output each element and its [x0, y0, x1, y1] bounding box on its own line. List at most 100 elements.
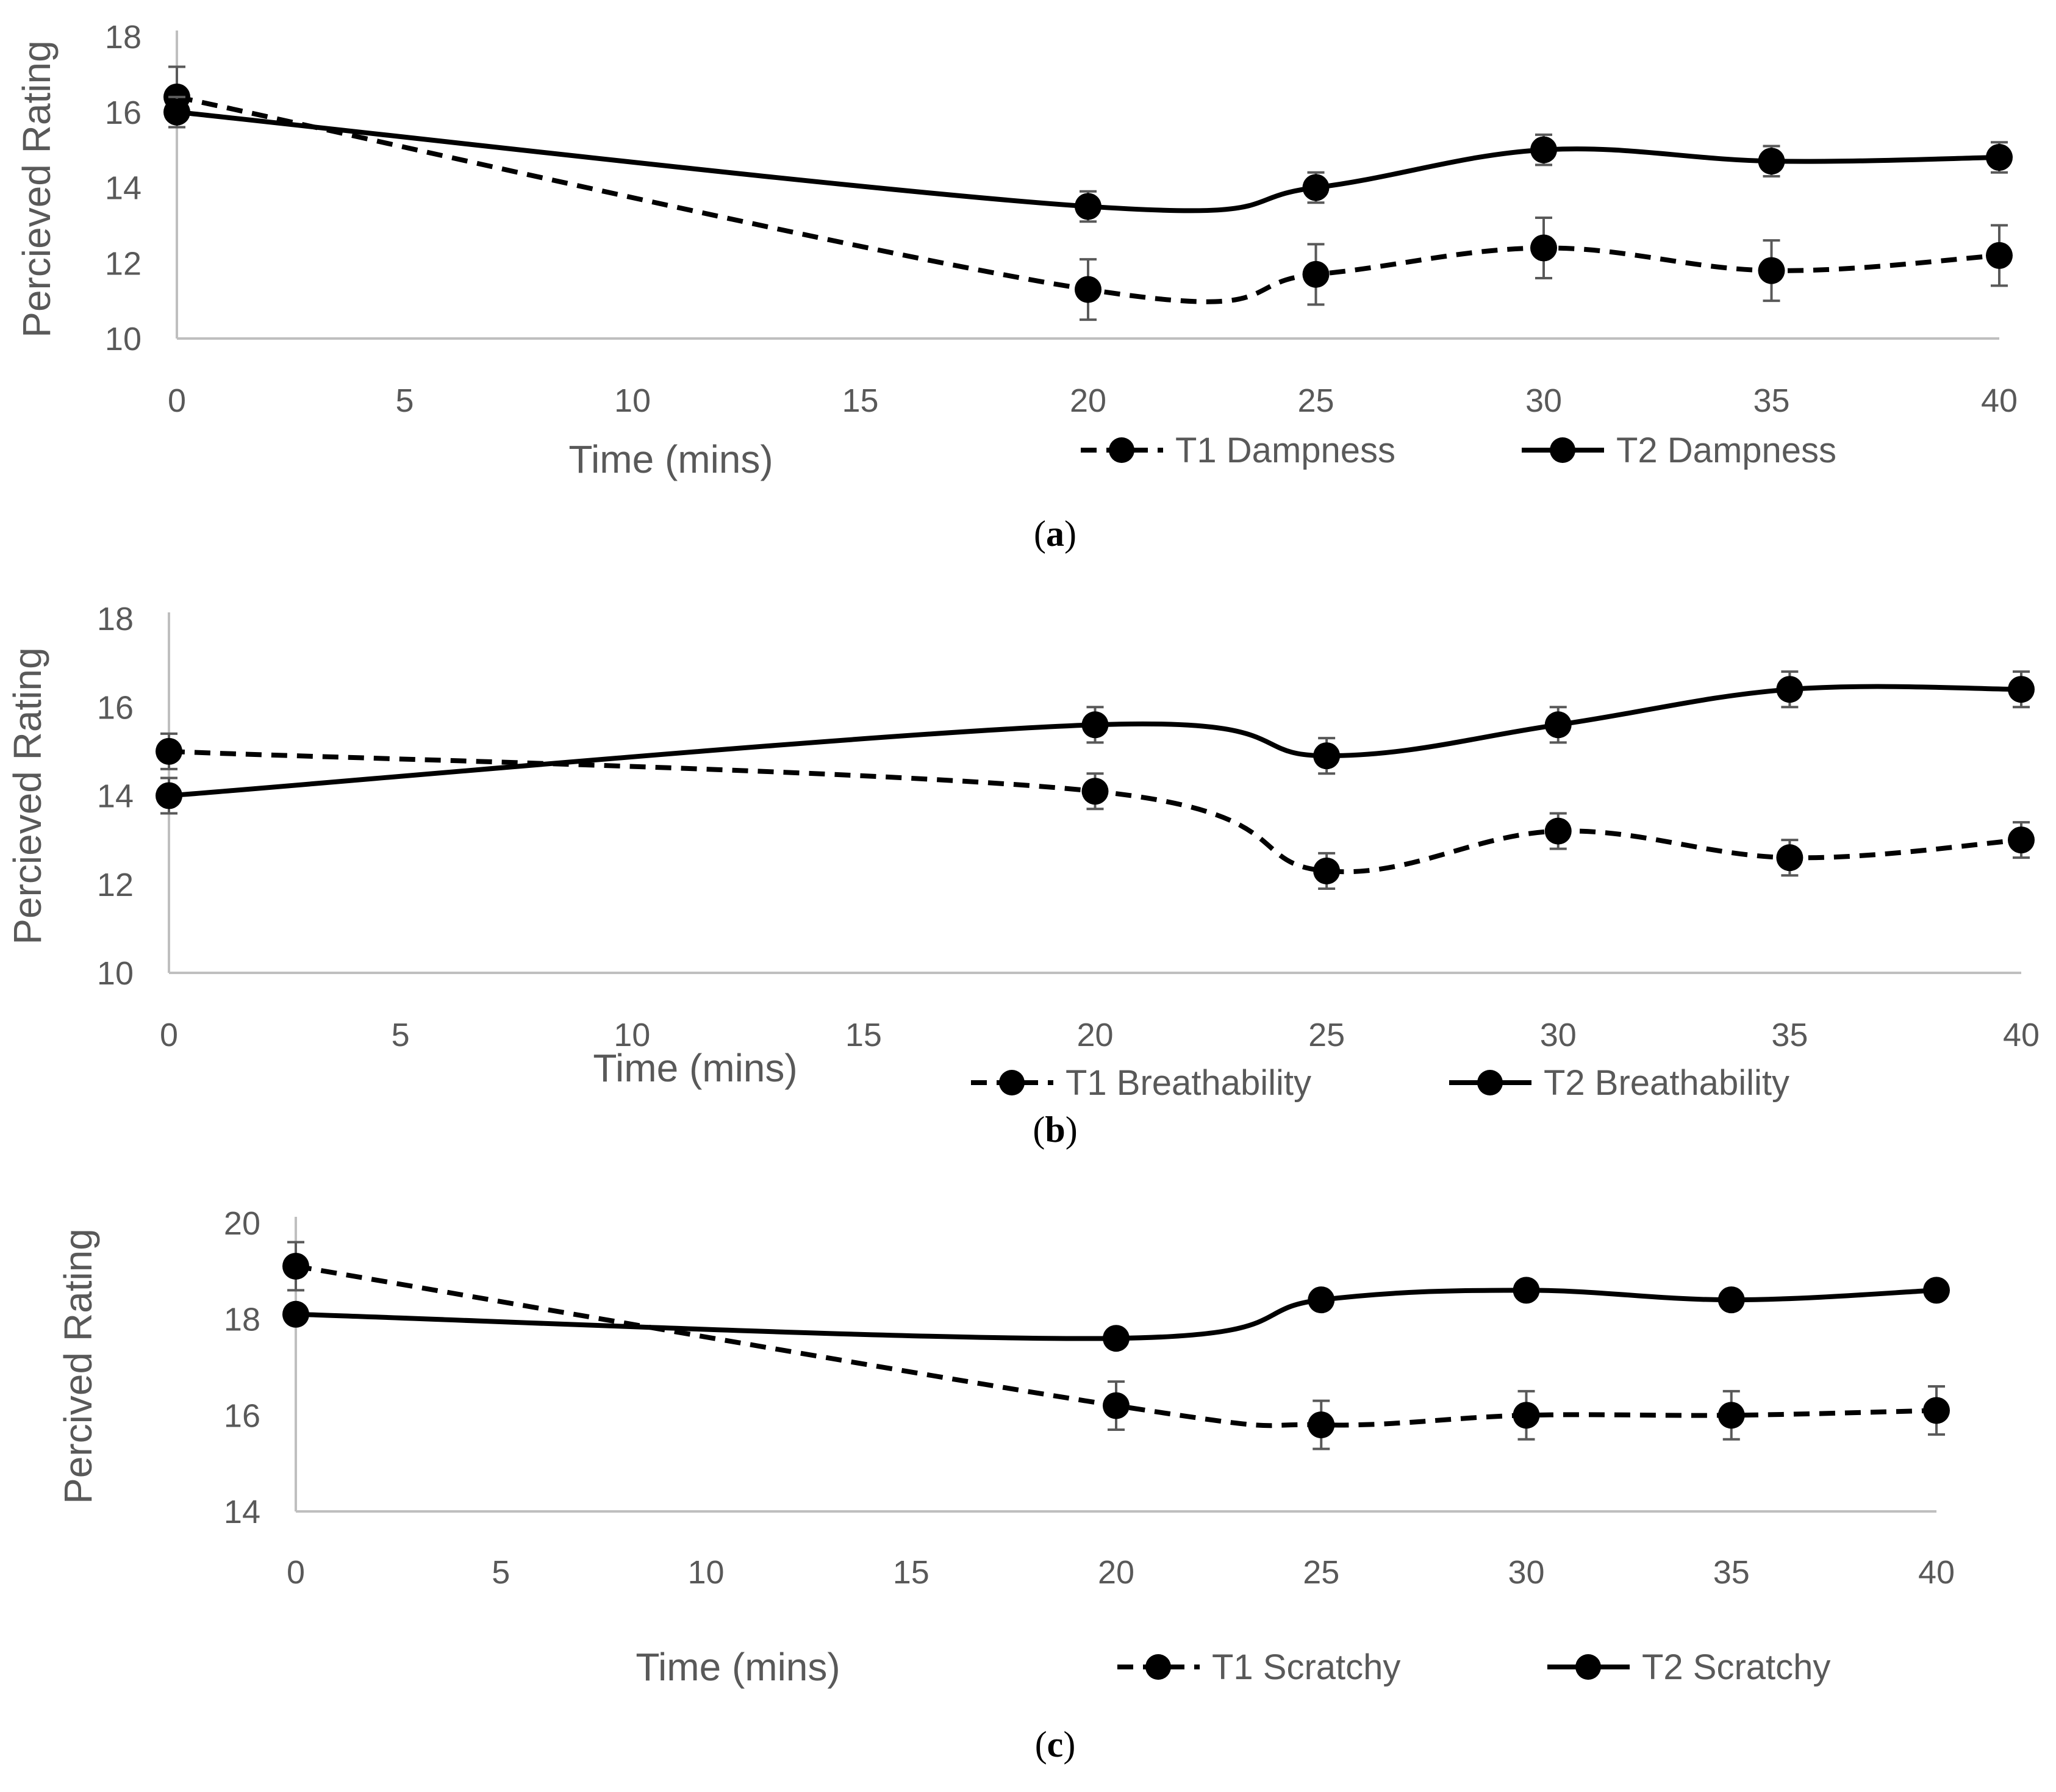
- y-tick-label: 16: [224, 1397, 260, 1434]
- y-tick-label: 14: [224, 1494, 260, 1530]
- legend-marker: [1145, 1654, 1171, 1680]
- y-tick-label: 16: [105, 95, 141, 131]
- chart-panel-c: 14 16 18 20 0 5 10 15 20 25 30 35 40 Percived Rating T…: [56, 1205, 1955, 1765]
- legend-marker: [1575, 1654, 1601, 1680]
- data-point: [1308, 1411, 1335, 1439]
- chart-panel-b: 10 12 14 16 18 0 5 10 15 20 25 30 35 40 Percieved Rati…: [5, 601, 2040, 1150]
- x-tick-label: 10: [614, 1017, 650, 1053]
- x-tick-label: 25: [1303, 1554, 1339, 1591]
- x-tick-label: 20: [1070, 382, 1106, 419]
- series-t2-scratchy: [282, 1277, 1950, 1352]
- y-tick-label: 12: [105, 245, 141, 282]
- x-tick-label: 0: [287, 1554, 305, 1591]
- panel-caption-letter: b: [1045, 1109, 1065, 1150]
- y-tick-label: 20: [224, 1205, 260, 1242]
- series-line: [168, 748, 2022, 875]
- legend-marker: [999, 1070, 1025, 1095]
- legend-label: T1 Breathability: [1066, 1063, 1311, 1103]
- x-tick-label: 40: [1918, 1554, 1955, 1591]
- data-point: [1103, 1392, 1130, 1419]
- legend-label: T1 Scratchy: [1212, 1647, 1400, 1687]
- legend-entry: T1 Breathability: [971, 1063, 1311, 1103]
- data-point: [1544, 817, 1572, 845]
- x-tick-label: 5: [392, 1017, 410, 1053]
- y-axis-title: Percieved Rating: [5, 647, 49, 944]
- legend-entry: T2 Breathability: [1449, 1063, 1789, 1103]
- x-tick-label: 35: [1753, 382, 1789, 419]
- x-tick-label: 15: [845, 1017, 882, 1053]
- x-tick-label: 20: [1076, 1017, 1113, 1053]
- data-point: [1776, 844, 1803, 872]
- y-tick-label: 16: [97, 689, 134, 726]
- data-point: [1308, 1286, 1335, 1314]
- data-point: [1313, 857, 1341, 884]
- series-t1-scratchy: [282, 1241, 1950, 1450]
- x-tick-label: 35: [1771, 1017, 1808, 1053]
- data-point: [1758, 148, 1785, 175]
- data-point: [1758, 257, 1785, 284]
- data-point: [282, 1252, 309, 1280]
- y-tick-label: 12: [97, 867, 134, 903]
- y-tick-label: 18: [224, 1302, 260, 1338]
- legend-marker: [1109, 437, 1134, 463]
- data-point: [1544, 711, 1572, 739]
- legend-entry: T2 Dampness: [1522, 431, 1836, 470]
- data-point: [1302, 260, 1330, 288]
- data-point: [2008, 826, 2035, 854]
- series-t1-dampness: [163, 65, 2013, 321]
- data-point: [1103, 1325, 1130, 1352]
- x-tick-label: 40: [1981, 382, 2018, 419]
- data-point: [1302, 174, 1330, 201]
- legend-label: T1 Dampness: [1175, 431, 1395, 470]
- data-point: [156, 737, 182, 765]
- panel-caption: (b): [1033, 1109, 1077, 1150]
- x-tick-label: 5: [492, 1554, 510, 1591]
- data-point: [282, 1300, 309, 1328]
- legend-entry: T1 Scratchy: [1117, 1647, 1400, 1687]
- data-point: [1923, 1397, 1950, 1424]
- x-axis-title: Time (mins): [593, 1046, 797, 1090]
- data-point: [1986, 242, 2013, 269]
- data-point: [1986, 144, 2013, 171]
- data-point: [1075, 276, 1101, 303]
- y-tick-label: 18: [97, 601, 134, 637]
- x-tick-label: 30: [1508, 1554, 1544, 1591]
- y-tick-label: 18: [105, 19, 141, 56]
- legend-marker: [1477, 1070, 1503, 1095]
- x-tick-label: 10: [687, 1554, 724, 1591]
- data-point: [1718, 1402, 1745, 1429]
- legend-marker: [1550, 437, 1575, 463]
- x-tick-label: 35: [1713, 1554, 1750, 1591]
- x-tick-label: 30: [1525, 382, 1562, 419]
- data-point: [1530, 136, 1557, 163]
- panel-caption-letter: a: [1046, 514, 1064, 554]
- series-t2-dampness: [163, 96, 2013, 223]
- x-tick-label: 15: [842, 382, 878, 419]
- data-point: [1313, 742, 1341, 770]
- x-tick-label: 0: [160, 1017, 178, 1053]
- panel-caption: (a): [1034, 514, 1076, 554]
- data-point: [1081, 778, 1109, 805]
- x-tick-label: 25: [1297, 382, 1334, 419]
- data-point: [1081, 711, 1109, 739]
- y-tick-label: 14: [97, 778, 134, 815]
- legend-entry: T1 Dampness: [1081, 431, 1395, 470]
- panel-caption-letter: c: [1047, 1724, 1064, 1765]
- data-point: [1075, 193, 1101, 220]
- data-point: [1513, 1277, 1540, 1304]
- data-point: [163, 98, 190, 126]
- data-point: [1513, 1402, 1540, 1429]
- data-point: [1923, 1277, 1950, 1304]
- y-axis-title: Percieved Rating: [15, 40, 59, 337]
- series-t2-breathability: [156, 670, 2035, 815]
- series-t1-breathability: [156, 732, 2035, 891]
- x-tick-label: 10: [614, 382, 651, 419]
- legend-entry: T2 Scratchy: [1547, 1647, 1830, 1687]
- legend-label: T2 Dampness: [1616, 431, 1836, 470]
- data-point: [2008, 676, 2035, 703]
- y-tick-label: 14: [105, 170, 141, 207]
- data-point: [1718, 1286, 1745, 1314]
- x-tick-label: 5: [395, 382, 414, 419]
- x-tick-label: 40: [2003, 1017, 2040, 1053]
- y-tick-label: 10: [97, 955, 134, 992]
